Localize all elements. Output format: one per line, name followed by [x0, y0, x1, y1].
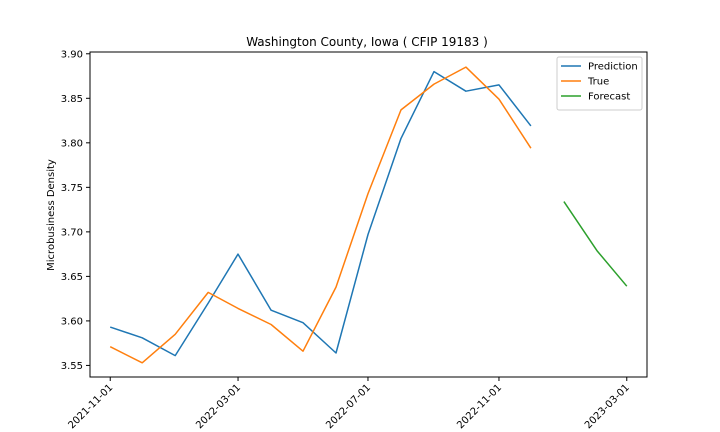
y-tick-label: 3.55: [61, 361, 83, 372]
y-tick-label: 3.60: [61, 316, 83, 327]
y-tick-label: 3.75: [61, 183, 83, 194]
y-tick-label: 3.65: [61, 272, 83, 283]
legend-label: True: [587, 77, 609, 88]
plot-frame: [89, 51, 648, 378]
y-axis-label: Microbusiness Density: [46, 159, 57, 271]
y-tick-label: 3.80: [61, 138, 83, 149]
series-line-true: [109, 66, 532, 364]
chart-title: Washington County, Iowa ( CFIP 19183 ): [246, 35, 488, 49]
y-axis: 3.55 3.60 3.65 3.70 3.75 3.80 3.85 3.90: [61, 49, 90, 372]
legend-label: Forecast: [588, 92, 630, 103]
plot-lines: [109, 66, 628, 364]
series-line-prediction: [109, 70, 532, 357]
legend-label: Prediction: [588, 62, 638, 73]
y-tick-label: 3.90: [61, 49, 83, 60]
legend: Prediction True Forecast: [556, 56, 643, 111]
series-line-forecast: [563, 201, 628, 287]
y-tick-label: 3.70: [61, 227, 83, 238]
y-tick-label: 3.85: [61, 94, 83, 105]
